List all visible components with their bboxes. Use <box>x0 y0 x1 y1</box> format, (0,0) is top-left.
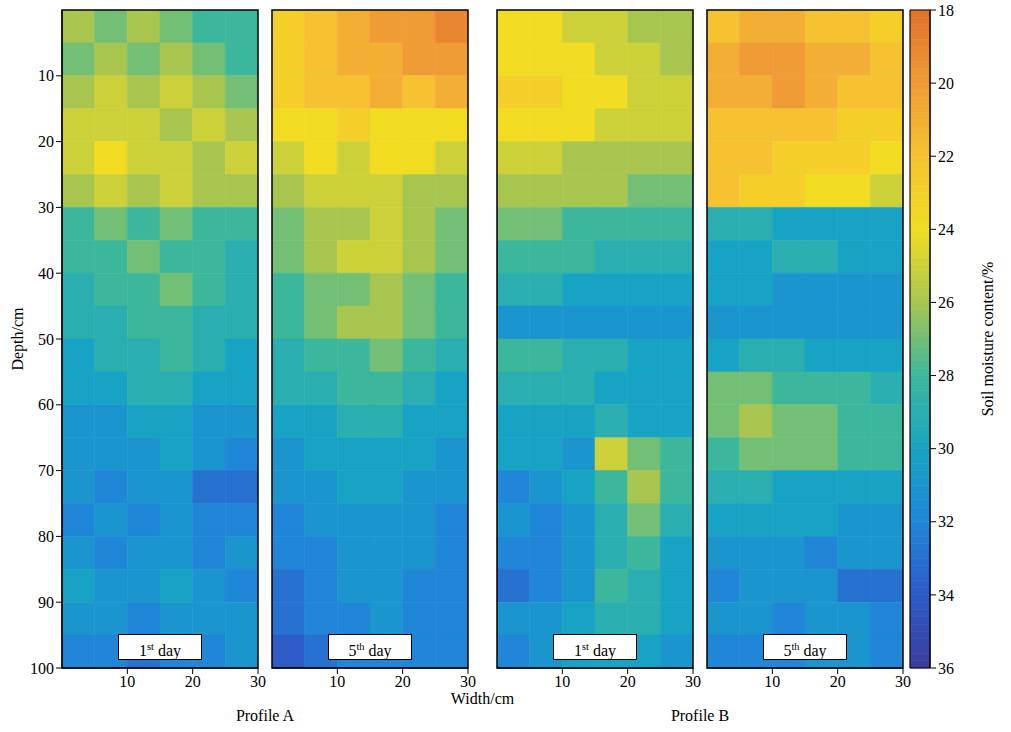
svg-text:30: 30 <box>938 440 954 457</box>
html-text:1stday: 1stday <box>574 641 616 660</box>
html-text:Depth/cm: Depth/cm <box>9 307 26 371</box>
svg-text:20: 20 <box>938 75 954 92</box>
html-text:Width/cm: Width/cm <box>450 690 515 707</box>
svg-text:32: 32 <box>938 513 954 530</box>
svg-text:10: 10 <box>119 673 135 690</box>
svg-text:90: 90 <box>38 594 54 611</box>
svg-text:80: 80 <box>38 528 54 545</box>
svg-text:100: 100 <box>30 660 54 677</box>
svg-text:30: 30 <box>460 673 476 690</box>
svg-text:34: 34 <box>938 587 954 604</box>
svg-text:10: 10 <box>329 673 345 690</box>
svg-text:10: 10 <box>764 673 780 690</box>
svg-text:20: 20 <box>38 133 54 150</box>
svg-text:50: 50 <box>38 331 54 348</box>
html-text:1stday: 1stday <box>139 641 181 660</box>
html-text:5thday: 5thday <box>783 641 827 660</box>
svg-text:30: 30 <box>895 673 911 690</box>
svg-text:24: 24 <box>938 221 954 238</box>
svg-text:60: 60 <box>38 396 54 413</box>
svg-text:10: 10 <box>38 67 54 84</box>
svg-text:70: 70 <box>38 462 54 479</box>
html-text:Profile A: Profile A <box>235 707 295 724</box>
svg-text:22: 22 <box>938 148 954 165</box>
svg-text:20: 20 <box>185 673 201 690</box>
svg-text:30: 30 <box>250 673 266 690</box>
html-text:Profile B: Profile B <box>670 707 730 724</box>
html-text:Soil moisture content/%: Soil moisture content/% <box>979 261 996 417</box>
svg-text:30: 30 <box>38 199 54 216</box>
svg-text:36: 36 <box>938 660 954 677</box>
svg-text:20: 20 <box>395 673 411 690</box>
svg-text:18: 18 <box>938 2 954 19</box>
html-text:5thday: 5thday <box>348 641 392 660</box>
svg-text:10: 10 <box>554 673 570 690</box>
svg-text:30: 30 <box>685 673 701 690</box>
svg-text:40: 40 <box>38 265 54 282</box>
svg-text:20: 20 <box>830 673 846 690</box>
svg-text:26: 26 <box>938 294 954 311</box>
svg-text:20: 20 <box>620 673 636 690</box>
svg-text:28: 28 <box>938 367 954 384</box>
